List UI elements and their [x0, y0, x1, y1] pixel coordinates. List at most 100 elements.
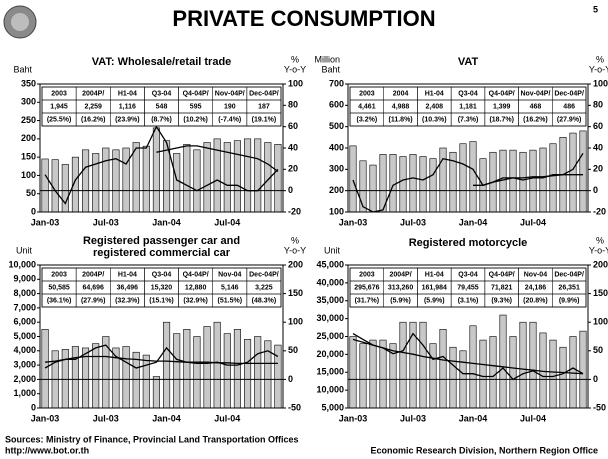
y-tick-label: 35,000	[316, 295, 344, 305]
bar	[359, 343, 367, 409]
table-text: 36,496	[117, 284, 139, 291]
chart-title: VAT	[458, 56, 479, 68]
plot-frame	[347, 264, 589, 409]
bar	[71, 346, 79, 409]
bar	[509, 149, 517, 213]
table-text: 2003	[359, 271, 375, 278]
table-text: Q4-04P/	[489, 271, 515, 278]
y2-tick-label: 40	[288, 142, 298, 152]
table-text: 2004P/	[389, 271, 411, 278]
y2-tick-label: 150	[288, 288, 303, 298]
table-text: (8.7%)	[151, 116, 172, 123]
table-text: 161,984	[422, 284, 447, 291]
y2-tick-label: 80	[288, 100, 298, 110]
slide-title: PRIVATE CONSUMPTION	[172, 6, 435, 31]
table-text: 2004P/	[82, 90, 104, 97]
y-tick-label: 250	[21, 115, 36, 125]
bar	[203, 142, 211, 213]
y-tick-label: 600	[329, 100, 344, 110]
bar	[399, 156, 407, 213]
table-cell	[552, 293, 587, 308]
bar	[419, 321, 427, 409]
table-bg	[349, 267, 587, 308]
y2-tick-label: 40	[593, 142, 603, 152]
y-tick-label: 200	[329, 185, 344, 195]
bar	[539, 147, 547, 213]
table-text: H1-04	[425, 90, 444, 97]
y-tick-label: 6,000	[13, 317, 36, 327]
x-tick-label: Jul-04	[214, 413, 240, 423]
table-text: Dec-04P/	[249, 90, 279, 97]
y-tick-label: 1,000	[13, 388, 36, 398]
x-tick-label: Jan-03	[339, 413, 368, 423]
y2-tick-label: 50	[288, 345, 298, 355]
table-text: 190	[224, 103, 236, 110]
table-text: Q3-04	[458, 90, 478, 97]
y-axis-label: Unit	[324, 245, 341, 255]
y2-tick-label: 0	[593, 185, 598, 195]
bar	[529, 149, 537, 213]
y2-axis-label: Y-o-Y	[589, 245, 608, 255]
bar	[274, 144, 282, 213]
table-text: (36.1%)	[47, 297, 72, 304]
table-text: 15,320	[151, 284, 173, 291]
table-text: (32.9%)	[183, 297, 208, 304]
page-number: 5	[593, 4, 598, 14]
plot-frame	[347, 83, 589, 213]
bar	[499, 314, 507, 409]
bar	[369, 339, 377, 409]
table-text: 24,186	[525, 284, 547, 291]
line	[45, 355, 278, 365]
table-text: 1,116	[119, 103, 136, 110]
table-text: 548	[156, 103, 168, 110]
bar	[389, 154, 397, 213]
bar	[419, 156, 427, 213]
line	[44, 125, 279, 205]
y-axis-label: Million	[314, 54, 340, 64]
x-tick-label: Jan-04	[459, 217, 488, 227]
y-tick-label: 15,000	[316, 367, 344, 377]
table-text: 313,260	[388, 284, 413, 291]
table-text: (3.1%)	[458, 297, 479, 304]
y2-tick-label: 100	[288, 78, 303, 88]
bar	[409, 321, 417, 409]
y2-tick-label: 20	[593, 164, 603, 174]
y2-tick-label: -50	[593, 402, 606, 412]
plot-frame	[39, 83, 284, 213]
y-tick-label: 200	[21, 133, 36, 143]
table-text: (11.8%)	[389, 116, 413, 123]
y2-tick-label: 200	[288, 259, 303, 269]
bar	[203, 326, 211, 409]
table-text: H1-04	[425, 271, 444, 278]
x-tick-label: Jan-03	[31, 413, 60, 423]
y-tick-label: 40,000	[316, 277, 344, 287]
y-tick-label: 5,000	[13, 331, 36, 341]
bar	[213, 321, 221, 409]
table-text: (16.2%)	[81, 116, 106, 123]
bar	[539, 332, 547, 409]
table-cell	[246, 112, 282, 127]
table-text: 50,585	[48, 284, 70, 291]
y2-axis-label: Y-o-Y	[284, 64, 306, 74]
y-tick-label: 7,000	[13, 302, 36, 312]
bar	[379, 339, 387, 409]
table-text: (27.9%)	[81, 297, 106, 304]
table-text: (10.3%)	[422, 116, 447, 123]
table-text: 4,988	[392, 103, 410, 110]
y2-tick-label: 200	[593, 259, 608, 269]
y2-tick-label: 100	[593, 78, 608, 88]
x-tick-label: Jan-03	[339, 217, 368, 227]
bar	[152, 376, 160, 409]
bar	[449, 346, 457, 409]
bar	[233, 329, 241, 409]
line	[352, 152, 584, 213]
bar	[569, 336, 577, 409]
table-text: (19.1%)	[252, 116, 277, 123]
x-tick-label: Jul-04	[520, 413, 546, 423]
bar	[479, 339, 487, 409]
table-text: 12,880	[185, 284, 207, 291]
y2-tick-label: 20	[288, 164, 298, 174]
y-tick-label: 400	[329, 142, 344, 152]
table-text: 2004	[393, 90, 409, 97]
